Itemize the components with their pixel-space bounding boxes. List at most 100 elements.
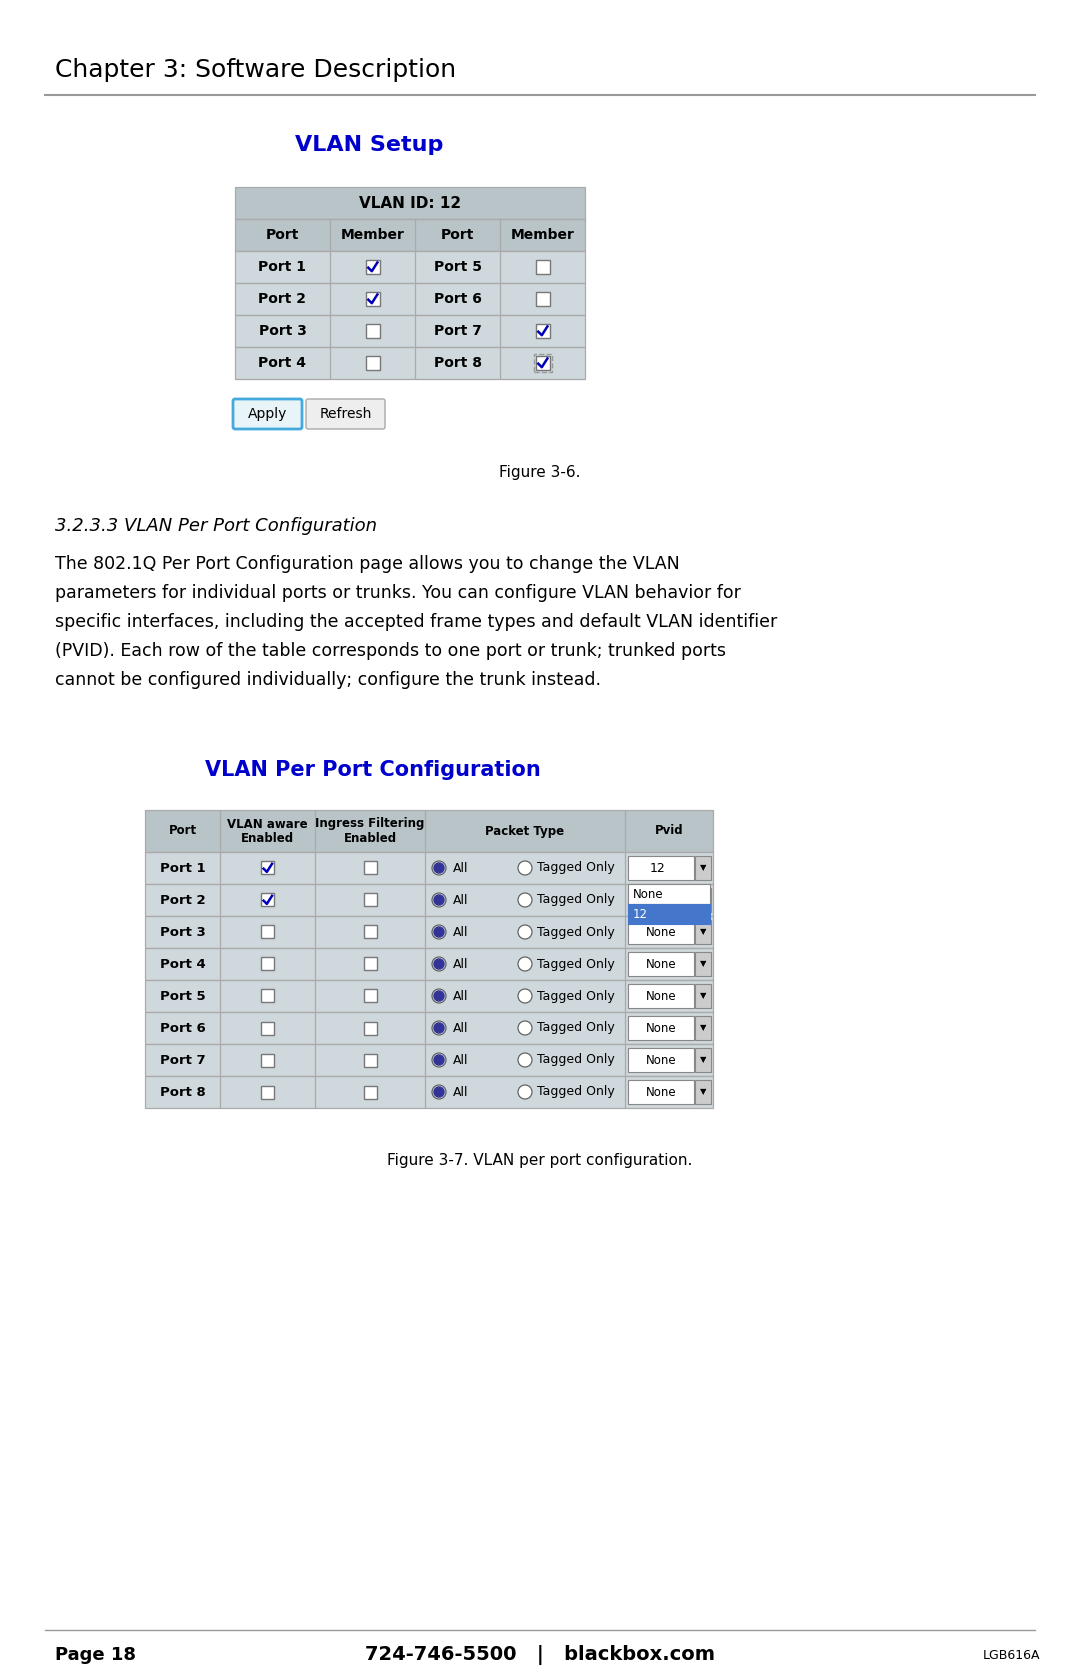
Text: Packet Type: Packet Type — [485, 824, 565, 838]
Bar — [536, 324, 550, 339]
Text: Port 8: Port 8 — [160, 1085, 205, 1098]
Bar — [625, 809, 713, 851]
Bar — [364, 990, 377, 1003]
Bar — [415, 347, 500, 379]
Text: Port 4: Port 4 — [160, 958, 205, 970]
Text: Port: Port — [168, 824, 197, 838]
Text: ▼: ▼ — [700, 960, 706, 968]
Bar — [220, 1077, 315, 1108]
Bar — [627, 1048, 694, 1071]
Text: cannot be configured individually; configure the trunk instead.: cannot be configured individually; confi… — [55, 671, 600, 689]
Bar — [364, 958, 377, 970]
Bar — [145, 1045, 220, 1077]
Bar — [315, 916, 426, 948]
Bar — [261, 1085, 274, 1098]
Circle shape — [518, 893, 532, 906]
Bar — [627, 920, 694, 945]
Bar — [235, 187, 585, 219]
Bar — [365, 324, 379, 339]
Text: Tagged Only: Tagged Only — [537, 926, 615, 938]
Bar — [696, 1080, 711, 1103]
Bar — [261, 893, 274, 906]
Bar — [315, 948, 426, 980]
Bar — [627, 885, 710, 905]
Bar — [696, 856, 711, 880]
Text: None: None — [646, 1053, 676, 1066]
Circle shape — [518, 1021, 532, 1035]
Bar — [365, 355, 379, 371]
Bar — [415, 284, 500, 315]
Bar — [625, 948, 713, 980]
FancyBboxPatch shape — [306, 399, 384, 429]
Bar — [145, 1045, 713, 1077]
Bar — [235, 347, 585, 379]
Text: Port 6: Port 6 — [433, 292, 482, 305]
Text: None: None — [646, 990, 676, 1003]
Bar — [426, 1045, 625, 1077]
Text: None: None — [646, 958, 676, 970]
Text: All: All — [453, 990, 469, 1003]
Text: None: None — [646, 926, 676, 938]
Text: Port 2: Port 2 — [258, 292, 307, 305]
Bar — [235, 284, 585, 315]
Bar — [145, 1011, 220, 1045]
Text: None: None — [646, 1021, 676, 1035]
Bar — [145, 1077, 220, 1108]
Bar — [426, 885, 625, 916]
Text: Port: Port — [441, 229, 474, 242]
Bar — [220, 851, 315, 885]
Circle shape — [434, 1023, 444, 1033]
Text: Port 3: Port 3 — [160, 926, 205, 938]
Bar — [220, 809, 315, 851]
Text: VLAN Setup: VLAN Setup — [295, 135, 444, 155]
Bar — [625, 916, 713, 948]
Bar — [330, 315, 415, 347]
Text: Port 1: Port 1 — [258, 260, 307, 274]
Bar — [415, 219, 500, 250]
Text: Port: Port — [266, 229, 299, 242]
Circle shape — [434, 863, 444, 873]
Text: All: All — [453, 1021, 469, 1035]
Text: ▼: ▼ — [700, 896, 706, 905]
Bar — [627, 1080, 694, 1103]
Bar — [145, 948, 220, 980]
Text: LGB616A: LGB616A — [983, 1649, 1040, 1662]
Text: ▼: ▼ — [700, 863, 706, 873]
Text: ▼: ▼ — [700, 991, 706, 1000]
Bar — [627, 888, 694, 911]
Text: ▼: ▼ — [700, 928, 706, 936]
Circle shape — [434, 895, 444, 905]
Bar — [315, 885, 426, 916]
Bar — [235, 219, 585, 250]
Bar — [426, 1011, 625, 1045]
Bar — [500, 347, 585, 379]
Bar — [315, 851, 426, 885]
Bar — [625, 980, 713, 1011]
Bar — [315, 1045, 426, 1077]
Text: Page 18: Page 18 — [55, 1646, 136, 1664]
Text: VLAN ID: 12: VLAN ID: 12 — [359, 195, 461, 210]
Bar — [696, 920, 711, 945]
Bar — [145, 1011, 713, 1045]
Bar — [330, 219, 415, 250]
Text: Port 7: Port 7 — [433, 324, 482, 339]
Bar — [220, 885, 315, 916]
Bar — [534, 354, 552, 372]
Text: Port 5: Port 5 — [160, 990, 205, 1003]
Circle shape — [434, 1055, 444, 1065]
Circle shape — [518, 1053, 532, 1066]
Circle shape — [518, 861, 532, 875]
Text: Member: Member — [340, 229, 404, 242]
Text: Port 1: Port 1 — [160, 861, 205, 875]
Text: ▼: ▼ — [700, 1088, 706, 1097]
Bar — [145, 1077, 713, 1108]
Text: None: None — [633, 888, 663, 901]
Bar — [145, 809, 220, 851]
Bar — [426, 916, 625, 948]
Bar — [364, 1085, 377, 1098]
Text: 3.2.3.3 VLAN Per Port Configuration: 3.2.3.3 VLAN Per Port Configuration — [55, 517, 377, 536]
Text: Port 3: Port 3 — [258, 324, 307, 339]
Bar — [627, 985, 694, 1008]
Text: 12: 12 — [650, 861, 665, 875]
Bar — [696, 951, 711, 976]
